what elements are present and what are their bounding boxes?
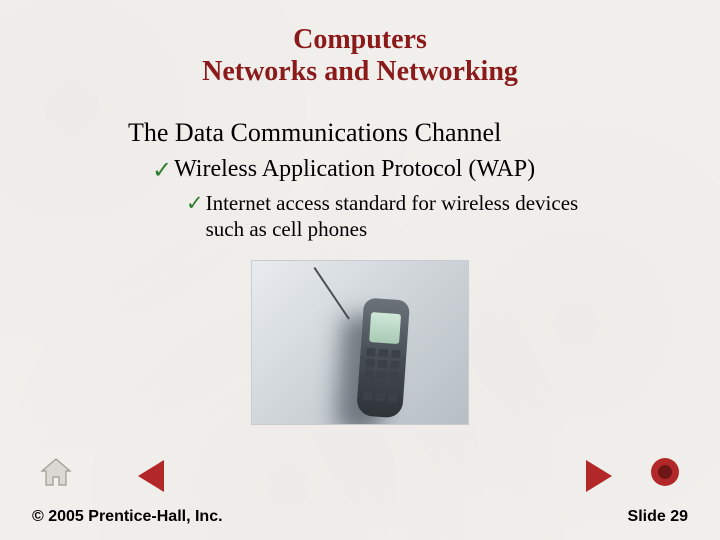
slide-number: Slide 29 xyxy=(628,508,688,526)
check-icon: ✓ xyxy=(186,191,204,216)
bullet1-text: Wireless Application Protocol (WAP) xyxy=(174,156,535,183)
back-button[interactable] xyxy=(138,460,164,492)
slide-container: Computers Networks and Networking The Da… xyxy=(0,0,720,540)
house-icon xyxy=(42,459,70,485)
copyright-text: © 2005 Prentice-Hall, Inc. xyxy=(32,508,223,526)
forward-button[interactable] xyxy=(586,460,612,492)
nav-controls xyxy=(0,452,720,492)
end-button[interactable] xyxy=(650,457,680,492)
phone-screen xyxy=(369,312,401,344)
phone-antenna xyxy=(314,267,350,320)
circle-inner-icon xyxy=(658,465,672,479)
subtitle: The Data Communications Channel xyxy=(128,118,660,148)
check-icon: ✓ xyxy=(152,156,172,185)
phone-body xyxy=(356,297,410,418)
bullet-level-2: ✓ Internet access standard for wireless … xyxy=(186,191,620,241)
title-line-2: Networks and Networking xyxy=(0,56,720,88)
cellphone-illustration xyxy=(251,260,469,425)
phone-keypad xyxy=(363,348,401,408)
slide-title: Computers Networks and Networking xyxy=(0,24,720,88)
home-button[interactable] xyxy=(40,457,72,492)
bullet2-text: Internet access standard for wireless de… xyxy=(206,191,620,241)
footer: © 2005 Prentice-Hall, Inc. Slide 29 xyxy=(0,508,720,526)
image-container xyxy=(0,260,720,425)
title-line-1: Computers xyxy=(0,24,720,56)
bullet-level-1: ✓ Wireless Application Protocol (WAP) xyxy=(152,156,660,185)
